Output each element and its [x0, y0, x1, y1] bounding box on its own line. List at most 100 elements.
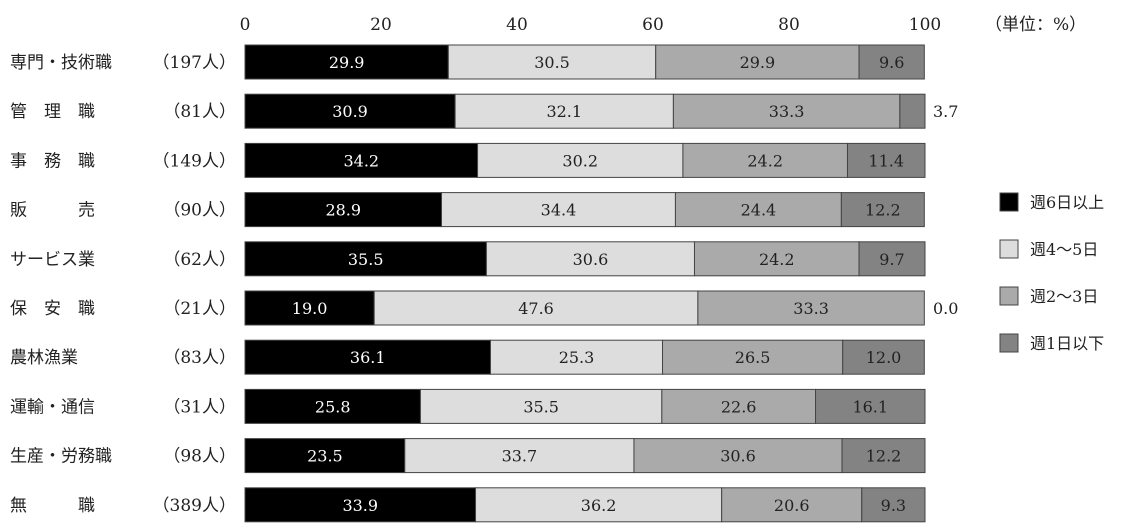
- bar-value-label: 16.1: [852, 397, 888, 416]
- bar-value-label: 19.0: [292, 299, 328, 318]
- bar-value-label: 28.9: [325, 201, 361, 220]
- category-count-label: （98人）: [163, 447, 236, 467]
- bar-value-label: 35.5: [348, 250, 384, 269]
- legend-item: 週4〜5日: [999, 239, 1098, 259]
- bar-value-label: 29.9: [740, 53, 776, 72]
- x-tick-label: 20: [370, 15, 392, 35]
- unit-label: （単位：%）: [985, 15, 1086, 35]
- bar-value-label: 30.9: [332, 102, 368, 121]
- category-count-label: （81人）: [163, 102, 236, 122]
- bar-value-label: 9.7: [879, 250, 904, 269]
- category-label: 運輸・通信: [10, 397, 95, 417]
- x-tick-label: 60: [642, 15, 664, 35]
- bar-segment: [672, 93, 901, 129]
- bar-segment: [441, 192, 676, 228]
- bar-value-label: 35.5: [523, 397, 559, 416]
- bar-segment: [899, 93, 926, 129]
- category-count-label: （21人）: [163, 299, 236, 319]
- legend-swatch: [999, 239, 1019, 259]
- bar-value-label: 33.3: [769, 102, 805, 121]
- bar-segment: [842, 339, 925, 375]
- category-count-label: （90人）: [163, 201, 236, 221]
- bar-value-label: 47.6: [518, 299, 554, 318]
- legend-item: 週6日以上: [999, 192, 1104, 212]
- bar-value-label: 33.9: [342, 496, 378, 515]
- bar-value-label: 20.6: [774, 496, 810, 515]
- bar-row: 事 務 職 （149人） 34.2 30.2 24.2 11.4: [10, 142, 926, 178]
- bar-segment: [244, 142, 479, 178]
- bar-value-label: 30.2: [562, 151, 598, 170]
- x-tick-label: 0: [240, 15, 251, 35]
- legend-swatch: [999, 286, 1019, 306]
- bar-value-label: 9.3: [881, 496, 906, 515]
- category-count-label: （197人）: [153, 53, 236, 73]
- bar-value-label: 0.0: [933, 299, 958, 318]
- bar-row: 生産・労務職 （98人） 23.5 33.7 30.6 12.2: [10, 438, 926, 474]
- bar-value-label: 24.4: [741, 201, 777, 220]
- bar-segment: [861, 487, 926, 523]
- bar-value-label: 12.0: [866, 348, 902, 367]
- category-label: 販 売: [10, 201, 95, 221]
- bar-value-label: 23.5: [307, 447, 343, 466]
- bar-segment: [244, 339, 491, 375]
- bar-segment: [244, 388, 421, 424]
- bar-segment: [662, 339, 844, 375]
- bar-value-label: 12.2: [866, 447, 902, 466]
- bar-segment: [244, 290, 375, 326]
- bar-segment: [721, 487, 863, 523]
- bar-segment: [244, 192, 443, 228]
- bar-segment: [244, 241, 487, 277]
- bar-value-label: 9.6: [879, 53, 904, 72]
- category-count-label: （83人）: [163, 348, 236, 368]
- bar-row: 農林漁業 （83人） 36.1 25.3 26.5 12.0: [10, 339, 925, 375]
- bar-value-label: 24.2: [747, 151, 783, 170]
- category-label: サービス業: [10, 250, 95, 270]
- bar-segment: [477, 142, 684, 178]
- bar-segment: [661, 388, 817, 424]
- legend-swatch: [999, 333, 1019, 353]
- category-label: 生産・労務職: [10, 447, 112, 467]
- bar-value-label: 3.7: [933, 102, 958, 121]
- legend-item: 週2〜3日: [999, 286, 1098, 306]
- bar-segment: [244, 93, 456, 129]
- bar-value-label: 24.2: [759, 250, 795, 269]
- category-count-label: （149人）: [153, 151, 236, 171]
- category-label: 事 務 職: [10, 151, 95, 171]
- legend-label: 週4〜5日: [1030, 240, 1098, 259]
- bar-row: サービス業 （62人） 35.5 30.6 24.2 9.7: [10, 241, 926, 277]
- bar-value-label: 25.8: [315, 397, 351, 416]
- category-label: 無 職: [10, 496, 95, 516]
- bar-segment: [858, 44, 925, 80]
- bar-segment: [841, 438, 926, 474]
- bar-value-label: 30.5: [534, 53, 570, 72]
- bar-segment: [682, 142, 848, 178]
- bar-value-label: 34.4: [541, 201, 577, 220]
- x-tick-label: 100: [909, 15, 941, 35]
- bar-segment: [846, 142, 926, 178]
- x-tick-label: 40: [506, 15, 528, 35]
- bar-value-label: 33.3: [793, 299, 829, 318]
- category-label: 農林漁業: [10, 348, 78, 368]
- category-label: 管 理 職: [10, 102, 95, 122]
- bar-segment: [373, 290, 699, 326]
- legend-label: 週2〜3日: [1030, 287, 1098, 306]
- bar-row: 保 安 職 （21人） 19.0 47.6 33.3 0.0: [10, 290, 958, 326]
- bar-segment: [693, 241, 860, 277]
- bar-value-label: 32.1: [546, 102, 582, 121]
- bar-value-label: 30.6: [720, 447, 756, 466]
- bar-value-label: 25.3: [559, 348, 595, 367]
- bar-segment: [485, 241, 695, 277]
- bar-value-label: 11.4: [868, 151, 904, 170]
- bar-value-label: 36.1: [350, 348, 386, 367]
- x-axis-ticks: 0 20 40 60 80 100: [240, 15, 942, 35]
- bar-row: 販 売 （90人） 28.9 34.4 24.4 12.2: [10, 192, 925, 228]
- bar-row: 運輸・通信 （31人） 25.8 35.5 22.6 16.1: [10, 388, 926, 424]
- bar-segment: [244, 438, 406, 474]
- bar-value-label: 29.9: [329, 53, 365, 72]
- category-label: 専門・技術職: [10, 53, 112, 73]
- bar-segment: [840, 192, 925, 228]
- bar-segment: [858, 241, 926, 277]
- bar-value-label: 33.7: [502, 447, 538, 466]
